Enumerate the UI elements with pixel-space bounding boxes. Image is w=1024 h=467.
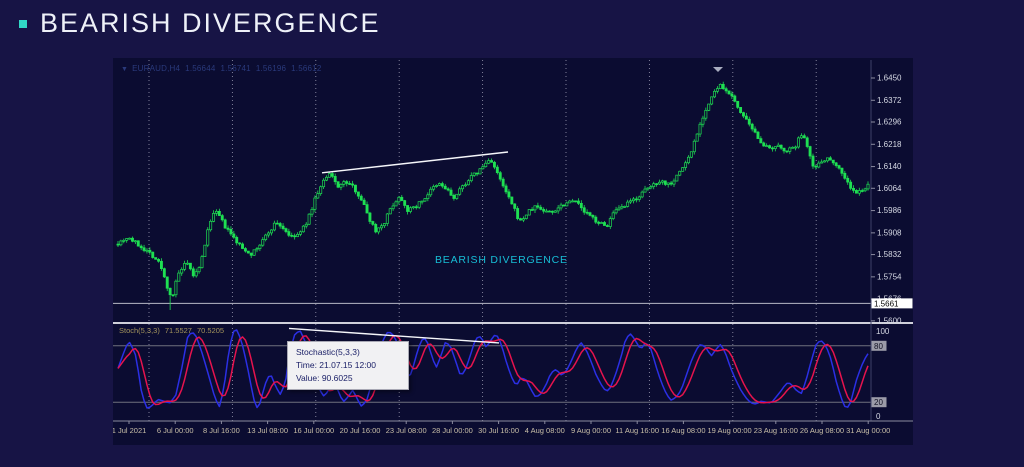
svg-text:1 Jul 2021: 1 Jul 2021 [113, 426, 146, 435]
svg-text:13 Jul 08:00: 13 Jul 08:00 [247, 426, 288, 435]
svg-text:19 Aug 00:00: 19 Aug 00:00 [707, 426, 751, 435]
svg-text:1.6218: 1.6218 [877, 140, 902, 149]
chart-window: 1.6450 1.6372 1.6296 1.6218 1.6140 1.6064 1.59… [113, 58, 913, 445]
chart-canvas[interactable]: 1.6450 1.6372 1.6296 1.6218 1.6140 1.6064 1.59… [113, 58, 913, 445]
indicator-main-value: 71.5527 [164, 326, 192, 335]
ohlc-open: 1.56644 [185, 64, 216, 73]
svg-text:16 Aug 08:00: 16 Aug 08:00 [661, 426, 705, 435]
stochastic-trendline [288, 327, 500, 344]
svg-text:23 Jul 08:00: 23 Jul 08:00 [386, 426, 427, 435]
page-header: BEARISH DIVERGENCE [0, 0, 1024, 56]
svg-text:1.6450: 1.6450 [877, 74, 902, 83]
ohlc-close: 1.56612 [291, 64, 322, 73]
tooltip-time: Time: 21.07.15 12:00 [296, 360, 377, 370]
candles [116, 81, 870, 310]
svg-text:1.6372: 1.6372 [877, 96, 902, 105]
svg-text:20: 20 [874, 398, 883, 407]
divergence-annotation[interactable]: BEARISH DIVERGENCE [435, 254, 568, 266]
svg-text:6 Jul 00:00: 6 Jul 00:00 [157, 426, 194, 435]
svg-text:26 Aug 08:00: 26 Aug 08:00 [800, 426, 844, 435]
svg-text:8 Jul 16:00: 8 Jul 16:00 [203, 426, 240, 435]
symbol-dropdown-icon[interactable]: ▼ [121, 66, 129, 73]
svg-text:1.6140: 1.6140 [877, 162, 902, 171]
title-bullet-icon [19, 20, 27, 28]
svg-text:1.6064: 1.6064 [877, 184, 902, 193]
svg-text:11 Aug 16:00: 11 Aug 16:00 [615, 426, 659, 435]
svg-text:9 Aug 00:00: 9 Aug 00:00 [571, 426, 611, 435]
svg-text:28 Jul 00:00: 28 Jul 00:00 [432, 426, 473, 435]
tooltip-value: Value: 90.6025 [296, 373, 353, 383]
symbol-name: EURAUD,H4 [132, 64, 181, 73]
svg-text:30 Jul 16:00: 30 Jul 16:00 [478, 426, 519, 435]
price-trendline [321, 151, 509, 174]
current-price-badge [871, 298, 913, 309]
indicator-name: Stoch(5,3,3) [119, 326, 160, 335]
stochastic-main-line [117, 329, 869, 409]
svg-text:80: 80 [874, 342, 883, 351]
svg-text:1.5832: 1.5832 [877, 250, 902, 259]
svg-text:1.5661: 1.5661 [874, 299, 899, 308]
svg-text:4 Aug 08:00: 4 Aug 08:00 [525, 426, 565, 435]
page-title: BEARISH DIVERGENCE [40, 8, 381, 38]
indicator-tooltip: Stochastic(5,3,3) Time: 21.07.15 12:00 V… [287, 341, 409, 390]
chart-symbol-ohlc: ▼ EURAUD,H4 1.56644 1.56741 1.56196 1.56612 [121, 64, 326, 73]
svg-text:1.5986: 1.5986 [877, 206, 902, 215]
indicator-signal-value: 70.5205 [196, 326, 225, 335]
svg-text:16 Jul 00:00: 16 Jul 00:00 [293, 426, 334, 435]
svg-text:1.5600: 1.5600 [877, 316, 902, 325]
ohlc-high: 1.56741 [220, 64, 251, 73]
stochastic-signal-line [117, 334, 869, 406]
stochastic-level-lines [113, 345, 871, 403]
axes: 1.6450 1.6372 1.6296 1.6218 1.6140 1.6064 1.59… [113, 60, 913, 435]
svg-text:20 Jul 16:00: 20 Jul 16:00 [340, 426, 381, 435]
peak-marker-icon [713, 67, 723, 72]
svg-text:1.6296: 1.6296 [877, 118, 902, 127]
ohlc-low: 1.56196 [255, 64, 287, 73]
svg-text:0: 0 [876, 412, 881, 421]
trendlines[interactable] [288, 151, 509, 344]
svg-text:100: 100 [876, 327, 890, 336]
svg-text:1.5754: 1.5754 [877, 272, 902, 281]
svg-text:31 Aug 00:00: 31 Aug 00:00 [846, 426, 890, 435]
tooltip-title: Stochastic(5,3,3) [296, 347, 360, 357]
svg-text:23 Aug 16:00: 23 Aug 16:00 [754, 426, 798, 435]
grid-lines [148, 60, 817, 421]
stochastic-lines [117, 329, 869, 409]
indicator-label: Stoch(5,3,3) 71.5527 70.5205 [119, 326, 229, 335]
svg-text:1.5908: 1.5908 [877, 228, 902, 237]
